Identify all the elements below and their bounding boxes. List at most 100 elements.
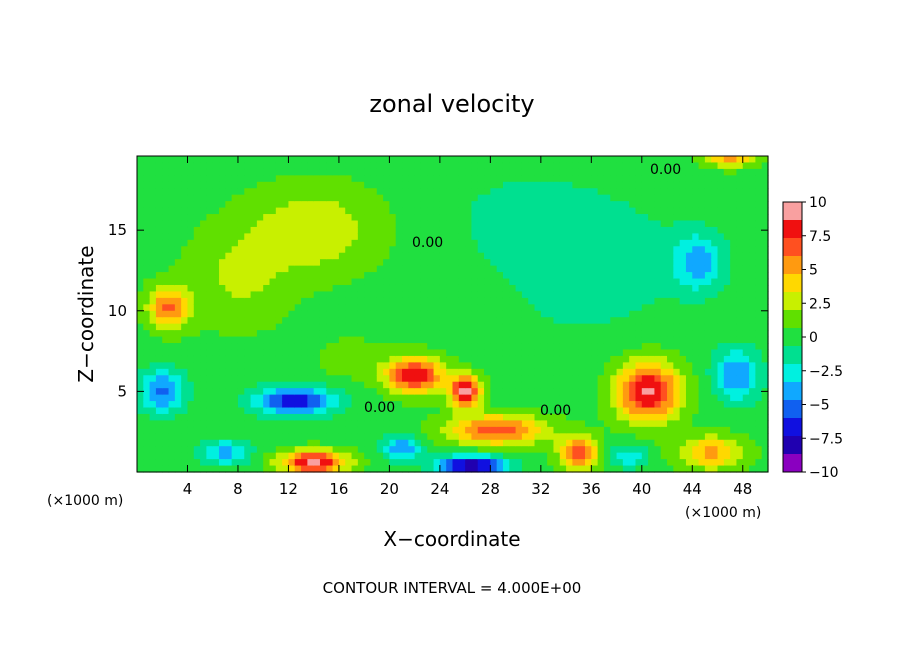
heatmap-cell: [496, 426, 504, 434]
heatmap-cell: [490, 362, 498, 370]
heatmap-cell: [698, 394, 706, 402]
heatmap-cell: [622, 407, 630, 415]
heatmap-cell: [730, 233, 738, 241]
heatmap-cell: [137, 181, 144, 189]
heatmap-cell: [351, 214, 359, 222]
heatmap-cell: [610, 310, 618, 318]
heatmap-cell: [420, 278, 428, 286]
heatmap-cell: [376, 181, 384, 189]
heatmap-cell: [730, 259, 738, 267]
heatmap-cell: [143, 426, 151, 434]
heatmap-cell: [496, 188, 504, 196]
heatmap-cell: [200, 336, 208, 344]
heatmap-cell: [534, 355, 542, 363]
heatmap-cell: [206, 207, 214, 215]
heatmap-cell: [553, 323, 561, 331]
heatmap-cell: [427, 349, 435, 357]
heatmap-cell: [603, 162, 611, 170]
heatmap-cell: [143, 284, 151, 293]
heatmap-cell: [275, 259, 283, 267]
heatmap-cell: [761, 433, 769, 441]
heatmap-cell: [244, 323, 252, 331]
heatmap-cell: [667, 220, 674, 228]
heatmap-cell: [635, 175, 643, 183]
heatmap-cell: [496, 246, 504, 254]
heatmap-cell: [256, 368, 264, 376]
heatmap-cell: [717, 284, 725, 293]
heatmap-cell: [174, 297, 182, 305]
heatmap-cell: [603, 407, 611, 415]
heatmap-cell: [149, 452, 157, 460]
heatmap-cell: [559, 207, 567, 215]
heatmap-cell: [275, 465, 283, 473]
heatmap-cell: [187, 355, 195, 363]
heatmap-cell: [212, 446, 220, 454]
heatmap-cell: [540, 278, 548, 286]
heatmap-cell: [648, 259, 656, 267]
heatmap-cell: [181, 446, 189, 454]
heatmap-cell: [370, 407, 378, 415]
heatmap-cell: [679, 304, 687, 312]
heatmap-cell: [338, 226, 346, 234]
heatmap-cell: [698, 323, 706, 331]
heatmap-cell: [200, 278, 208, 286]
heatmap-cell: [534, 291, 542, 299]
heatmap-cell: [433, 323, 441, 331]
heatmap-cell: [711, 284, 719, 293]
heatmap-cell: [742, 291, 750, 299]
heatmap-cell: [717, 297, 725, 305]
heatmap-cell: [319, 168, 327, 176]
heatmap-cell: [301, 220, 308, 228]
heatmap-cell: [383, 207, 390, 215]
heatmap-cell: [193, 446, 201, 454]
heatmap-cell: [755, 265, 763, 273]
heatmap-cell: [301, 194, 308, 202]
heatmap-cell: [187, 284, 195, 293]
heatmap-cell: [502, 259, 510, 267]
heatmap-cell: [648, 343, 656, 351]
heatmap-cell: [610, 272, 618, 280]
heatmap-cell: [572, 401, 580, 409]
heatmap-cell: [641, 156, 649, 164]
heatmap-cell: [149, 336, 157, 344]
heatmap-cell: [237, 233, 245, 241]
heatmap-cell: [540, 194, 548, 202]
heatmap-cell: [256, 181, 264, 189]
heatmap-cell: [408, 446, 416, 454]
heatmap-cell: [572, 368, 580, 376]
heatmap-cell: [364, 317, 372, 325]
heatmap-cell: [351, 291, 359, 299]
heatmap-cell: [749, 304, 756, 312]
heatmap-cell: [723, 252, 731, 260]
heatmap-cell: [465, 310, 473, 318]
heatmap-cell: [155, 188, 163, 196]
heatmap-cell: [641, 284, 649, 293]
heatmap-cell: [395, 381, 403, 389]
heatmap-cell: [490, 156, 498, 164]
heatmap-cell: [155, 446, 163, 454]
heatmap-cell: [572, 349, 580, 357]
heatmap-cell: [698, 401, 706, 409]
heatmap-cell: [168, 336, 176, 344]
heatmap-cell: [692, 465, 700, 473]
heatmap-cell: [635, 201, 643, 209]
heatmap-cell: [452, 413, 460, 422]
heatmap-cell: [282, 278, 290, 286]
heatmap-cell: [244, 336, 252, 344]
heatmap-cell: [673, 433, 681, 441]
colorbar-tick-label: 0: [809, 330, 818, 346]
heatmap-cell: [692, 323, 700, 331]
heatmap-cell: [711, 330, 719, 338]
heatmap-cell: [528, 175, 536, 183]
heatmap-cell: [370, 420, 378, 428]
heatmap-cell: [660, 252, 668, 260]
heatmap-cell: [200, 355, 208, 363]
heatmap-cell: [345, 214, 353, 222]
heatmap-cell: [155, 156, 163, 164]
heatmap-cell: [319, 220, 327, 228]
heatmap-cell: [244, 265, 252, 273]
heatmap-cell: [502, 297, 510, 305]
heatmap-cell: [439, 272, 447, 280]
heatmap-cell: [193, 278, 201, 286]
heatmap-cell: [137, 459, 144, 467]
